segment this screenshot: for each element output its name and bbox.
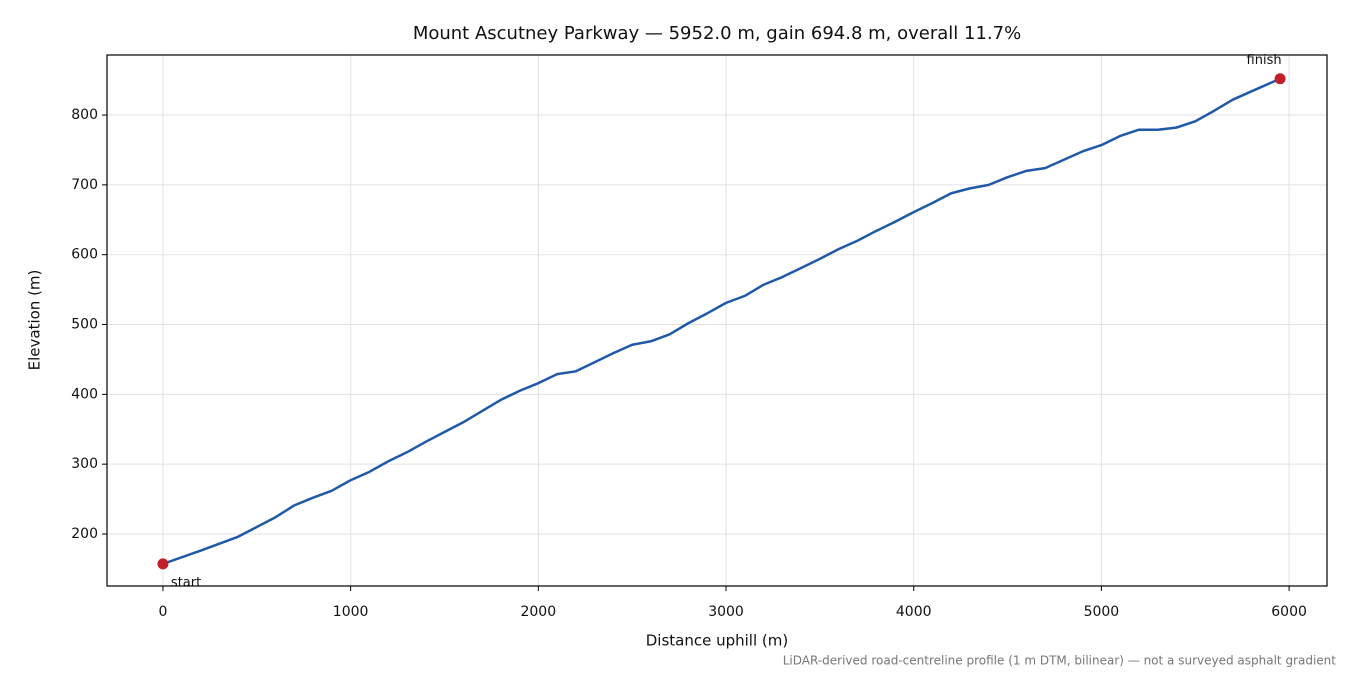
endpoint-marker [1274,73,1286,85]
y-tick-label: 400 [71,386,98,402]
y-tick-label: 300 [71,456,98,472]
y-tick-label: 500 [71,317,98,333]
footnote: LiDAR-derived road-centreline profile (1… [783,654,1337,668]
x-tick-label: 6000 [1271,604,1307,620]
y-tick-label: 200 [71,526,98,542]
x-tick-label: 2000 [520,604,556,620]
x-axis-label: Distance uphill (m) [646,632,788,650]
x-tick-label: 4000 [896,604,932,620]
y-axis-label: Elevation (m) [26,270,44,371]
elevation-line [162,77,1281,566]
endpoint-label: finish [1247,53,1282,68]
x-tick-label: 3000 [708,604,744,620]
x-tick-label: 5000 [1084,604,1120,620]
x-tick-label: 1000 [333,604,369,620]
y-tick-label: 600 [71,247,98,263]
y-tick-label: 800 [71,107,98,123]
x-tick-label: 0 [158,604,167,620]
chart-title: Mount Ascutney Parkway — 5952.0 m, gain … [413,23,1021,44]
endpoint-marker [157,558,169,570]
endpoint-label: start [171,575,201,590]
plot-frame [106,54,1328,587]
y-tick-label: 700 [71,177,98,193]
